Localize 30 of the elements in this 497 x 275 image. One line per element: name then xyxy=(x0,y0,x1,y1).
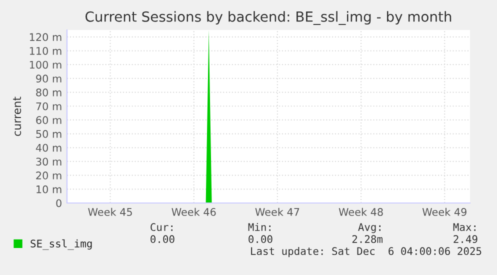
y-tick-label: 60 m xyxy=(36,116,62,124)
text: 2.49 xyxy=(454,235,478,244)
text: 0.00 xyxy=(248,235,272,244)
x-tick-label: Week 46 xyxy=(172,208,216,216)
x-tick-label: Week 45 xyxy=(88,208,132,216)
x-tick-label: Week 48 xyxy=(338,208,383,216)
y-tick-label: 90 m xyxy=(36,74,62,83)
y-tick-label: 100 m xyxy=(30,60,62,69)
y-tick-label: 40 m xyxy=(36,144,62,152)
text: 0.00 xyxy=(150,235,174,244)
y-tick-label: 110 m xyxy=(30,46,62,55)
y-tick-label: 30 m xyxy=(36,158,62,166)
legend-label: SE_ssl_img xyxy=(30,239,92,250)
text: 2.28m xyxy=(352,235,383,244)
y-tick-label: 0 xyxy=(56,199,62,208)
x-tick-label: Week 49 xyxy=(422,208,466,216)
y-tick-label: 20 m xyxy=(36,172,62,180)
y-tick-label: 10 m xyxy=(36,185,62,194)
text: Cur: xyxy=(150,223,172,232)
y-tick-label: 80 m xyxy=(36,88,62,96)
chart-title: Current Sessions by backend: BE_ssl_img - by month xyxy=(86,11,452,25)
y-axis-title: current xyxy=(13,96,22,136)
text: Avg: xyxy=(358,223,380,234)
text: Last update: Sat Dec 6 04:00:06 2025 xyxy=(251,246,482,258)
text: Min: xyxy=(248,222,270,231)
y-tick-label: 50 m xyxy=(36,130,62,138)
y-tick-label: 70 m xyxy=(36,102,62,110)
x-tick-label: Week 47 xyxy=(255,208,300,216)
y-tick-label: 120 m xyxy=(30,33,62,42)
text: Max: xyxy=(453,223,476,232)
